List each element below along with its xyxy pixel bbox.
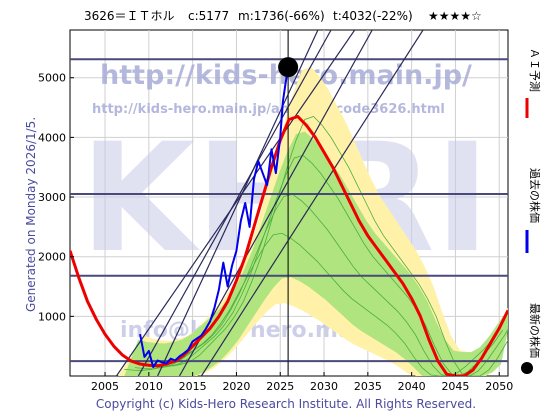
header-rating-stars: ★★★★☆ (428, 9, 482, 23)
header-min-price: m:1736(-66%) (238, 9, 325, 23)
header-stock: 3626＝ＩＴホル (84, 9, 175, 23)
trend-line (115, 30, 356, 376)
header-target-price: t:4032(-22%) (333, 9, 413, 23)
generated-date-label: Generated on Monday 2026/1/5. (24, 117, 38, 312)
watermark-analysis-url: http://kids-hero.main.jp/analysis/code36… (92, 102, 445, 117)
y-tick-label: 5000 (38, 72, 66, 85)
copyright-notice: Copyright (c) Kids-Hero Research Institu… (96, 397, 476, 411)
x-tick-label: 2020 (222, 380, 250, 393)
legend-latest-label: 最新の株価 (528, 303, 542, 358)
x-tick-label: 2030 (310, 380, 338, 393)
trend-line (157, 30, 319, 376)
x-tick-label: 2050 (485, 380, 513, 393)
y-tick-label: 3000 (38, 191, 66, 204)
trend-line (137, 30, 332, 376)
x-tick-label: 2005 (91, 380, 119, 393)
x-tick-label: 2040 (398, 380, 426, 393)
x-tick-label: 2045 (441, 380, 469, 393)
header-close-price: c:5177 (188, 9, 229, 23)
y-axis: 1000 2000 3000 4000 5000 (38, 72, 74, 323)
series-past-price (139, 67, 290, 369)
trend-line (200, 30, 424, 376)
latest-marker-layer (278, 57, 299, 78)
x-tick-label: 2015 (179, 380, 207, 393)
band-line (134, 193, 504, 376)
latest-price-marker (278, 57, 299, 78)
x-tick-label: 2035 (354, 380, 382, 393)
legend: ＡＩ予測 過去の株価 最新の株価 (521, 48, 542, 374)
x-tick-label: 2010 (135, 380, 163, 393)
band-line (155, 116, 508, 376)
series-ai-prediction (70, 115, 508, 376)
y-tick-label: 4000 (38, 131, 66, 144)
x-tick-label: 2025 (266, 380, 294, 393)
legend-ai-label: ＡＩ予測 (528, 48, 542, 92)
series-layer (70, 67, 508, 376)
y-tick-label: 2000 (38, 251, 66, 264)
legend-past-label: 過去の株価 (528, 168, 542, 223)
legend-latest-swatch (521, 362, 533, 374)
x-axis: 2005 2010 2015 2020 2025 2030 2035 2040 2045 2050 (91, 372, 513, 393)
price-levels (70, 58, 508, 363)
y-tick-label: 1000 (38, 310, 66, 323)
